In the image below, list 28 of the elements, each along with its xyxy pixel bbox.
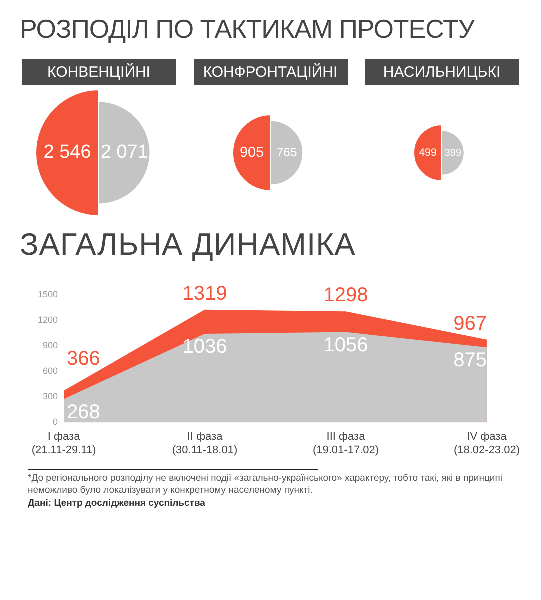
data-label: 1036	[182, 336, 228, 358]
data-label: 399	[444, 147, 462, 158]
x-tick-label: IV фаза (18.02-23.02)	[454, 431, 520, 456]
y-tick-label: 900	[42, 340, 58, 351]
data-label: 499	[418, 146, 436, 158]
category-label: КОНВЕНЦІЙНІ	[22, 59, 176, 85]
x-tick-label: III фаза (19.01-17.02)	[312, 431, 380, 456]
x-tick-label: II фаза (30.11-18.01)	[172, 431, 238, 456]
data-label: 1298	[324, 284, 368, 307]
text: Дані: Центр дослідження суспільства	[28, 498, 206, 510]
data-label: 765	[276, 145, 297, 160]
category-label: НАСИЛЬНИЦЬКІ	[365, 59, 519, 85]
y-tick-label: 1500	[38, 289, 58, 300]
x-tick-label: I фаза (21.11-29.11)	[32, 431, 96, 456]
category-label: КОНФРОНТАЦІЙНІ	[194, 59, 348, 85]
data-label: 366	[67, 348, 100, 370]
y-tick-label: 0	[53, 417, 58, 428]
chart-title: ЗАГАЛЬНА ДИНАМІКА	[20, 227, 357, 263]
data-label: 1319	[182, 282, 228, 305]
data-label: 967	[454, 312, 487, 335]
data-label: 2 071	[100, 142, 148, 164]
text: РОЗПОДІЛ ПО ТАКТИКАМ ПРОТЕСТУ	[20, 14, 476, 45]
data-label: 2 546	[44, 142, 92, 164]
y-tick-label: 300	[42, 392, 58, 402]
data-label: 905	[239, 144, 264, 161]
text: *До регіонального розподілу не включені події «загально-українського» характеру, тобто такі, які в принципі неможливо було локалізувати у конкретному населеному пункті.	[28, 473, 504, 497]
y-tick-label: 1200	[38, 315, 58, 326]
y-tick-label: 600	[42, 366, 58, 376]
